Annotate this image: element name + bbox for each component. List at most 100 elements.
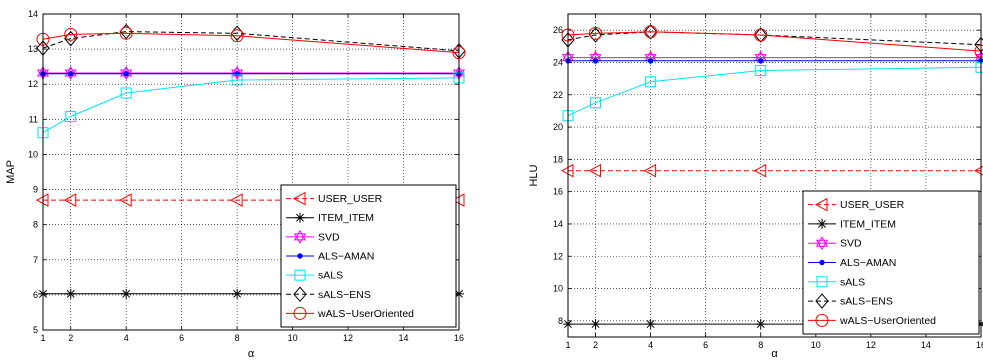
legend-item: ALS−AMAN bbox=[286, 251, 374, 263]
data-point bbox=[121, 288, 132, 299]
x-axis-label: α bbox=[248, 348, 255, 360]
y-tick-label: 8 bbox=[558, 316, 563, 326]
y-tick-label: 10 bbox=[28, 149, 38, 159]
x-tick-label: 2 bbox=[593, 340, 598, 350]
x-tick-label: 2 bbox=[68, 333, 73, 343]
data-point bbox=[644, 25, 658, 39]
series-line bbox=[567, 66, 982, 117]
legend-label: sALS bbox=[318, 270, 343, 282]
legend-marker bbox=[293, 229, 307, 244]
legend-marker bbox=[293, 286, 307, 303]
legend-item: wALS−UserOriented bbox=[286, 306, 414, 320]
legend-label: ALS−AMAN bbox=[840, 257, 896, 269]
legend-item: USER_USER bbox=[808, 197, 905, 212]
x-tick-label: 8 bbox=[235, 333, 240, 343]
legend-marker bbox=[815, 293, 829, 309]
legend-marker bbox=[816, 276, 828, 288]
y-axis-label: MAP bbox=[5, 160, 17, 184]
legend-item: ITEM_ITEM bbox=[286, 212, 374, 224]
legend-item: sALS−ENS bbox=[286, 286, 371, 303]
data-point bbox=[645, 319, 656, 330]
legend-label: ITEM_ITEM bbox=[318, 212, 374, 224]
x-tick-label: 10 bbox=[811, 340, 821, 350]
data-point bbox=[64, 27, 78, 41]
data-point bbox=[754, 28, 768, 42]
data-point bbox=[647, 58, 654, 64]
legend-label: wALS−UserOriented bbox=[839, 315, 936, 327]
data-point bbox=[68, 70, 74, 77]
data-point bbox=[754, 27, 768, 43]
data-point bbox=[755, 319, 766, 330]
legend-marker bbox=[293, 306, 307, 320]
legend-marker bbox=[292, 191, 306, 206]
legend-label: sALS−ENS bbox=[840, 296, 893, 308]
x-tick-label: 16 bbox=[976, 340, 983, 350]
y-tick-label: 18 bbox=[553, 154, 563, 164]
x-tick-label: 1 bbox=[40, 333, 45, 343]
legend-marker bbox=[815, 313, 829, 327]
data-point bbox=[643, 163, 657, 178]
legend-marker bbox=[815, 236, 829, 251]
y-tick-label: 20 bbox=[553, 122, 563, 132]
data-point bbox=[231, 74, 243, 86]
x-tick-label: 1 bbox=[565, 340, 570, 350]
data-point bbox=[63, 193, 77, 207]
y-tick-label: 26 bbox=[553, 25, 563, 35]
data-point bbox=[65, 288, 76, 299]
legend-label: wALS−UserOriented bbox=[317, 308, 414, 320]
legend-label: ALS−AMAN bbox=[318, 251, 374, 263]
legend-marker bbox=[814, 197, 828, 212]
data-point bbox=[230, 193, 243, 207]
x-tick-label: 4 bbox=[648, 340, 653, 350]
y-tick-label: 14 bbox=[553, 219, 563, 229]
legend-item: USER_USER bbox=[286, 191, 383, 206]
plot-frame bbox=[42, 13, 460, 331]
data-point bbox=[588, 163, 602, 178]
data-point bbox=[119, 26, 133, 40]
legend-item: wALS−UserOriented bbox=[808, 313, 936, 327]
data-point bbox=[65, 111, 77, 123]
y-tick-label: 13 bbox=[28, 44, 38, 54]
plot-frame bbox=[567, 13, 982, 338]
data-point bbox=[64, 30, 78, 47]
data-point bbox=[589, 26, 603, 40]
legend-item: SVD bbox=[286, 229, 340, 244]
y-tick-label: 9 bbox=[33, 185, 38, 195]
y-tick-label: 10 bbox=[553, 284, 563, 294]
series-line bbox=[42, 31, 460, 52]
series-line bbox=[42, 32, 460, 54]
legend-label: SVD bbox=[840, 238, 862, 250]
x-tick-label: 12 bbox=[866, 340, 876, 350]
legend-marker bbox=[295, 212, 305, 223]
legend-label: USER_USER bbox=[840, 199, 905, 211]
legend: USER_USER ITEM_ITEM SVD ALS−AMAN sALS sALS−EN… bbox=[280, 184, 457, 328]
legend-label: ITEM_ITEM bbox=[840, 218, 896, 230]
legend-marker bbox=[294, 269, 306, 281]
y-axis-label: HLU bbox=[528, 164, 540, 186]
legend-marker bbox=[819, 259, 825, 266]
data-point bbox=[758, 58, 764, 64]
legend-label: SVD bbox=[318, 231, 340, 243]
legend: USER_USER ITEM_ITEM SVD ALS−AMAN sALS sALS−EN… bbox=[802, 190, 980, 335]
legend-item: ITEM_ITEM bbox=[808, 218, 896, 230]
y-tick-label: 24 bbox=[553, 57, 563, 67]
legend-item: SVD bbox=[808, 236, 862, 251]
x-axis-label: α bbox=[771, 348, 778, 360]
legend-item: sALS−ENS bbox=[808, 293, 893, 309]
y-tick-label: 8 bbox=[33, 220, 38, 230]
data-point bbox=[119, 193, 132, 207]
data-point bbox=[590, 319, 601, 330]
x-tick-label: 4 bbox=[124, 333, 129, 343]
legend-item: sALS bbox=[808, 276, 865, 288]
data-point bbox=[592, 58, 599, 64]
y-tick-label: 22 bbox=[553, 90, 563, 100]
data-point bbox=[232, 288, 243, 299]
y-tick-label: 12 bbox=[28, 79, 38, 89]
y-tick-label: 11 bbox=[29, 114, 38, 124]
data-point bbox=[643, 23, 658, 40]
legend-item: sALS bbox=[286, 269, 343, 282]
legend-label: sALS−ENS bbox=[318, 289, 371, 301]
x-tick-label: 14 bbox=[399, 333, 409, 343]
